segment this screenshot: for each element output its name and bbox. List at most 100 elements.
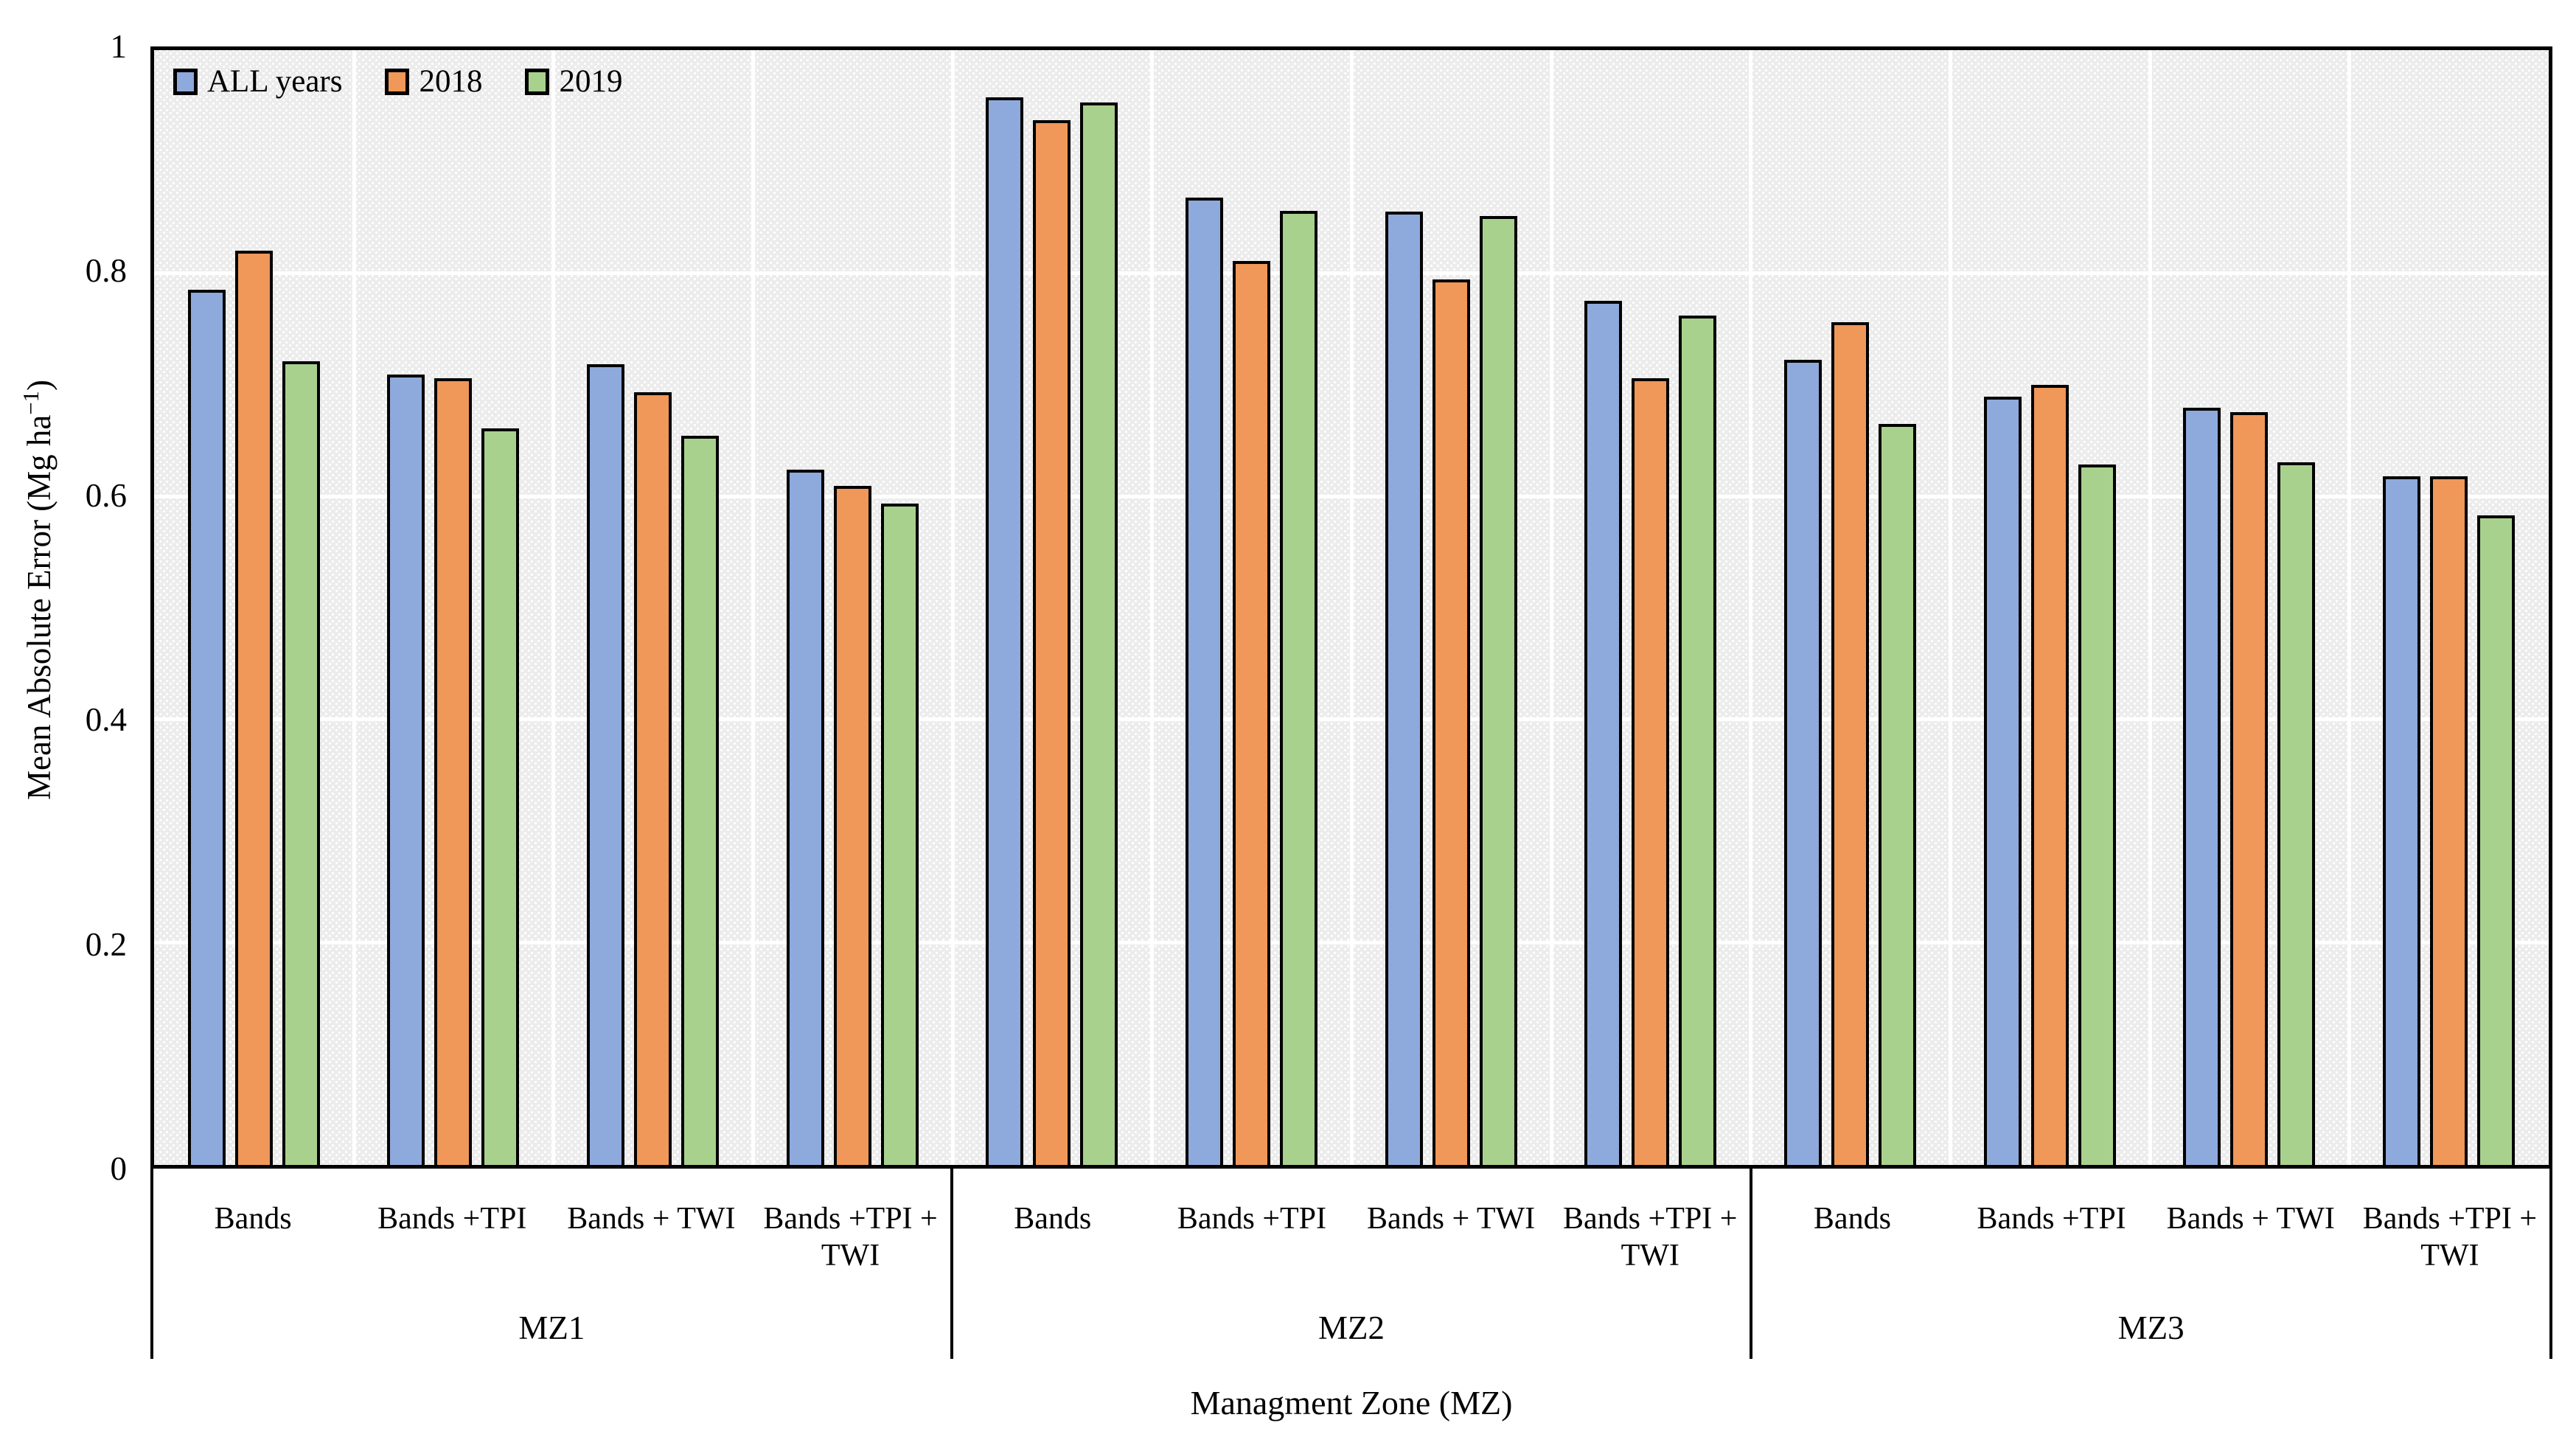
bar-all-years	[1983, 397, 2022, 1165]
legend-item: 2019	[525, 63, 622, 100]
bar-2019	[282, 361, 320, 1165]
bar-all-years	[1385, 212, 1423, 1165]
bar-all-years	[786, 469, 824, 1165]
bar-2019	[1280, 210, 1318, 1165]
category-label: Bands + TWI	[2166, 1202, 2335, 1236]
bar-group	[1750, 50, 1950, 1165]
vertical-gridline	[352, 50, 356, 1165]
category-label: Bands + TWI	[567, 1202, 736, 1236]
bar-all-years	[587, 364, 625, 1165]
y-tick-label: 0	[110, 1150, 128, 1187]
bar-group	[354, 50, 554, 1165]
vertical-gridline	[751, 50, 755, 1165]
y-axis-title-close: )	[21, 380, 58, 392]
zone-label: MZ3	[2117, 1309, 2185, 1346]
legend-swatch-icon	[173, 68, 198, 95]
y-tick-label: 1	[110, 28, 128, 65]
category-label: Bands +TPI + TWI	[2362, 1202, 2538, 1273]
zone-label: MZ2	[1318, 1309, 1385, 1346]
bar-2018	[1033, 120, 1071, 1165]
bar-group	[553, 50, 753, 1165]
bar-group	[753, 50, 953, 1165]
vertical-gridline	[1749, 50, 1753, 1165]
bar-2018	[1831, 321, 1870, 1165]
bar-2019	[1879, 423, 1917, 1165]
legend-label: 2018	[419, 64, 483, 99]
vertical-gridline	[2347, 50, 2352, 1165]
bar-all-years	[387, 375, 425, 1165]
bar-group	[953, 50, 1152, 1165]
category-label: Bands	[1014, 1202, 1092, 1236]
category-label: Bands +TPI	[1977, 1202, 2126, 1236]
bar-group	[2150, 50, 2350, 1165]
bar-group	[2349, 50, 2549, 1165]
zone-cell: Bands Bands +TPI Bands + TWI Bands +TPI + T…	[1750, 1169, 2553, 1359]
bar-2019	[1479, 216, 1517, 1165]
legend-item: 2018	[385, 63, 482, 100]
bar-2019	[2477, 515, 2516, 1165]
plot-area: ALL years 2018 2019	[150, 46, 2552, 1169]
bar-2018	[2230, 412, 2269, 1165]
y-axis-title-superscript: −1	[18, 391, 43, 415]
vertical-gridline	[1150, 50, 1155, 1165]
vertical-gridline	[1350, 50, 1354, 1165]
bar-all-years	[187, 290, 226, 1165]
bar-2019	[1679, 315, 1717, 1165]
legend: ALL years 2018 2019	[173, 63, 622, 100]
bar-group	[1551, 50, 1751, 1165]
category-label: Bands +TPI + TWI	[763, 1202, 938, 1273]
bar-all-years	[1784, 360, 1823, 1165]
legend-label: 2019	[559, 64, 623, 99]
y-tick-label: 0.8	[85, 252, 127, 290]
category-axis-band: Bands Bands +TPI Bands + TWI Bands +TPI + T…	[150, 1169, 2553, 1359]
bar-2019	[681, 436, 720, 1165]
vertical-gridline	[1949, 50, 1952, 1165]
bar-group	[1351, 50, 1551, 1165]
bar-all-years	[1186, 197, 1224, 1165]
x-axis-title: Managment Zone (MZ)	[1190, 1384, 1513, 1422]
vertical-gridline	[2148, 50, 2152, 1165]
legend-item: ALL years	[173, 63, 342, 100]
bar-2018	[434, 377, 473, 1165]
bar-2018	[1233, 260, 1271, 1165]
category-label: Bands +TPI	[377, 1202, 527, 1236]
bar-2018	[234, 251, 273, 1165]
bar-2018	[833, 486, 871, 1165]
y-tick-label: 0.4	[85, 701, 127, 739]
bar-all-years	[986, 97, 1024, 1165]
bar-2019	[481, 428, 520, 1165]
bar-all-years	[2383, 476, 2421, 1165]
category-label-row: Bands Bands +TPI Bands + TWI Bands +TPI + T…	[153, 1201, 950, 1274]
zone-cell: Bands Bands +TPI Bands + TWI Bands +TPI + T…	[950, 1169, 1750, 1359]
zone-label: MZ1	[518, 1309, 585, 1346]
bar-2018	[634, 392, 672, 1165]
legend-label: ALL years	[207, 64, 343, 99]
legend-swatch-icon	[525, 68, 550, 95]
bar-group	[1950, 50, 2150, 1165]
bar-2018	[1432, 279, 1470, 1165]
bar-2018	[1632, 377, 1670, 1165]
bar-2019	[1080, 102, 1118, 1165]
vertical-gridline	[950, 50, 955, 1165]
category-label: Bands	[1813, 1202, 1891, 1236]
category-label-row: Bands Bands +TPI Bands + TWI Bands +TPI + T…	[953, 1201, 1750, 1274]
bar-all-years	[1584, 301, 1623, 1165]
bar-2019	[880, 504, 919, 1165]
bar-group	[154, 50, 354, 1165]
category-label: Bands	[214, 1202, 292, 1236]
category-label-row: Bands Bands +TPI Bands + TWI Bands +TPI + T…	[1752, 1201, 2549, 1274]
bar-all-years	[2183, 408, 2221, 1165]
category-label: Bands + TWI	[1366, 1202, 1536, 1236]
y-tick-label: 0.2	[85, 925, 127, 963]
y-tick-label: 0.6	[85, 476, 127, 514]
zone-cell: Bands Bands +TPI Bands + TWI Bands +TPI + T…	[150, 1169, 950, 1359]
bar-2018	[2430, 476, 2468, 1165]
bar-2018	[2030, 384, 2069, 1165]
bar-2019	[2078, 464, 2116, 1165]
bar-2019	[2277, 462, 2316, 1165]
category-label: Bands +TPI	[1177, 1202, 1326, 1236]
bar-group	[1152, 50, 1351, 1165]
legend-swatch-icon	[385, 68, 410, 95]
vertical-gridline	[551, 50, 556, 1165]
